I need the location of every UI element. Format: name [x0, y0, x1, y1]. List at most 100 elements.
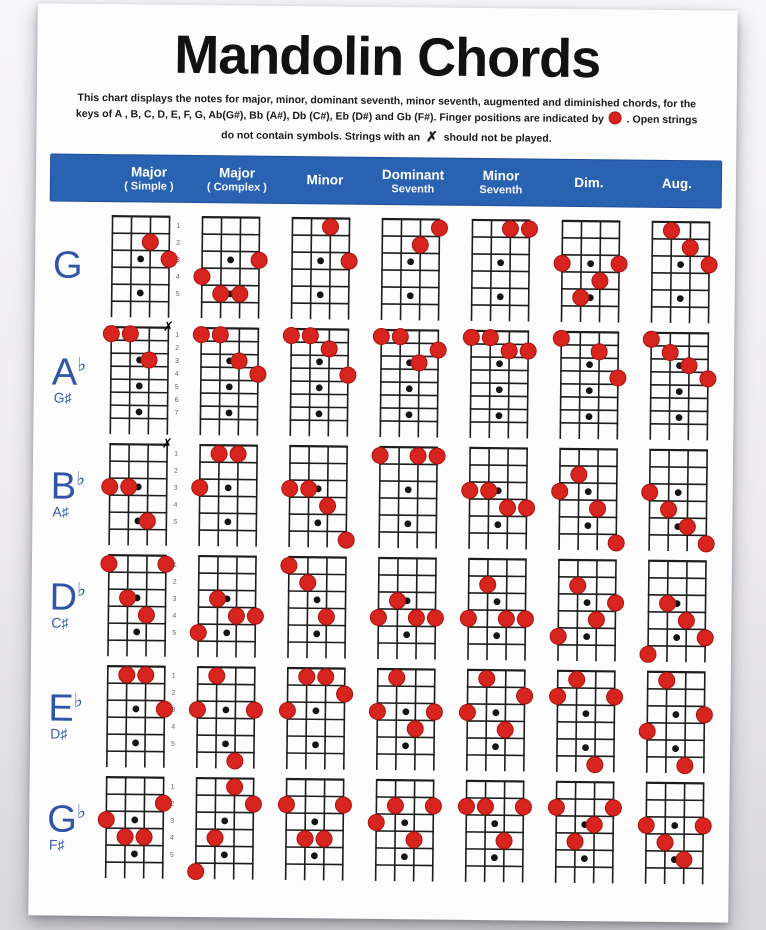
key-letter: E♭	[48, 687, 83, 730]
fret-marker-dot	[585, 387, 593, 395]
finger-dot	[340, 252, 358, 270]
flat-sign: ♭	[73, 690, 83, 712]
finger-dot	[481, 329, 499, 347]
fret-marker-dot	[492, 743, 499, 751]
fret-marker-dot	[673, 634, 681, 642]
fret-marker-dot	[672, 711, 680, 719]
finger-dot	[277, 796, 295, 814]
chord-diagram	[462, 329, 537, 439]
fret-marker-dot	[222, 706, 230, 714]
chord-diagram	[552, 330, 627, 440]
chord-diagram	[638, 670, 713, 775]
chord-cell	[188, 439, 279, 551]
chord-diagram	[280, 556, 347, 659]
fret-marker-dot	[671, 822, 679, 830]
chord-diagram	[457, 779, 532, 883]
fret-marker-dot	[496, 293, 504, 301]
fret-number-label: 2	[172, 690, 176, 697]
chord-cell	[275, 773, 366, 885]
finger-dot	[100, 555, 118, 573]
finger-dot	[516, 610, 534, 628]
chord-diagram	[461, 446, 536, 550]
muted-string-x-icon: ✗	[425, 128, 438, 145]
chord-cell	[365, 774, 456, 886]
finger-dot	[638, 722, 656, 740]
finger-dot	[278, 702, 296, 720]
fret-number-label: 4	[175, 371, 179, 378]
fret-marker-dot	[583, 633, 591, 641]
chord-diagram	[470, 219, 538, 322]
fret-number-label: 5	[173, 519, 177, 526]
finger-dot	[695, 706, 713, 724]
fret-marker-dot	[585, 413, 593, 421]
column-header-line1: Dim.	[574, 175, 604, 191]
column-header-line1: Aug.	[661, 176, 693, 192]
column-header-major-0: Major( Simple )	[105, 164, 193, 193]
chord-cell	[640, 216, 731, 328]
flat-sign: ♭	[76, 579, 87, 601]
finger-dot	[155, 700, 173, 718]
finger-dot	[280, 557, 298, 575]
finger-dot	[586, 756, 604, 774]
finger-dot	[480, 482, 498, 500]
finger-dot	[553, 255, 571, 273]
fret-marker-dot	[580, 855, 588, 863]
fret-number-label: 2	[170, 801, 174, 808]
chord-diagram	[369, 557, 444, 660]
flat-sign: ♭	[76, 468, 86, 490]
finger-dot	[388, 669, 406, 687]
finger-dot	[231, 285, 249, 303]
chord-cell	[277, 551, 368, 663]
chord-diagram	[547, 780, 622, 884]
finger-dot	[547, 799, 565, 817]
fret-marker-dot	[222, 740, 229, 748]
finger-dot	[296, 830, 314, 848]
finger-dot	[210, 445, 228, 463]
enharmonic-key-label: C♯	[51, 614, 69, 631]
chord-diagram: 1 2 3 4 5	[100, 554, 177, 657]
finger-dot	[337, 531, 355, 549]
chord-diagram	[278, 667, 354, 770]
fret-marker-dot	[404, 520, 412, 528]
finger-dot	[519, 342, 537, 360]
fret-marker-dot	[224, 518, 232, 526]
finger-dot	[188, 701, 206, 719]
finger-dot	[549, 628, 567, 646]
chord-chart-poster: Mandolin Chords This chart displays the …	[28, 3, 738, 923]
chord-diagram	[549, 558, 625, 662]
fret-marker-dot	[495, 412, 503, 420]
chord-diagram	[641, 448, 715, 553]
finger-dot	[496, 721, 514, 739]
fret-marker-dot	[224, 484, 232, 492]
chord-cell	[456, 664, 547, 776]
finger-dot	[250, 251, 268, 269]
fret-marker-dot	[317, 257, 325, 265]
finger-dot	[587, 611, 605, 629]
chord-cell	[278, 440, 369, 552]
finger-dot	[681, 239, 699, 257]
key-letter: G♭	[47, 798, 86, 841]
fret-marker-dot	[677, 261, 684, 269]
fret-number-label: 7	[174, 410, 178, 417]
fret-marker-dot	[675, 414, 683, 422]
column-header-line1: Major	[218, 165, 256, 181]
finger-dot	[369, 609, 387, 627]
finger-dot	[678, 518, 696, 536]
finger-dot	[229, 445, 247, 463]
chord-cell	[545, 776, 636, 888]
fret-marker-dot	[400, 853, 408, 861]
finger-dot	[138, 512, 156, 530]
chord-diagram	[650, 220, 718, 324]
column-header-line1: Dominant	[381, 167, 445, 183]
row-key-label: G	[44, 210, 101, 322]
finger-dot	[457, 798, 475, 816]
fret-marker-dot	[494, 521, 502, 529]
finger-dot	[569, 577, 587, 595]
finger-dot	[572, 289, 590, 307]
chord-row-Gb: G♭ F♯ 1 2 3 4 5	[39, 771, 720, 889]
fret-marker-dot	[496, 360, 503, 368]
fret-marker-dot	[583, 599, 591, 607]
fret-marker-dot	[676, 295, 684, 303]
chord-diagram	[380, 218, 448, 321]
fret-marker-dot	[584, 488, 592, 496]
